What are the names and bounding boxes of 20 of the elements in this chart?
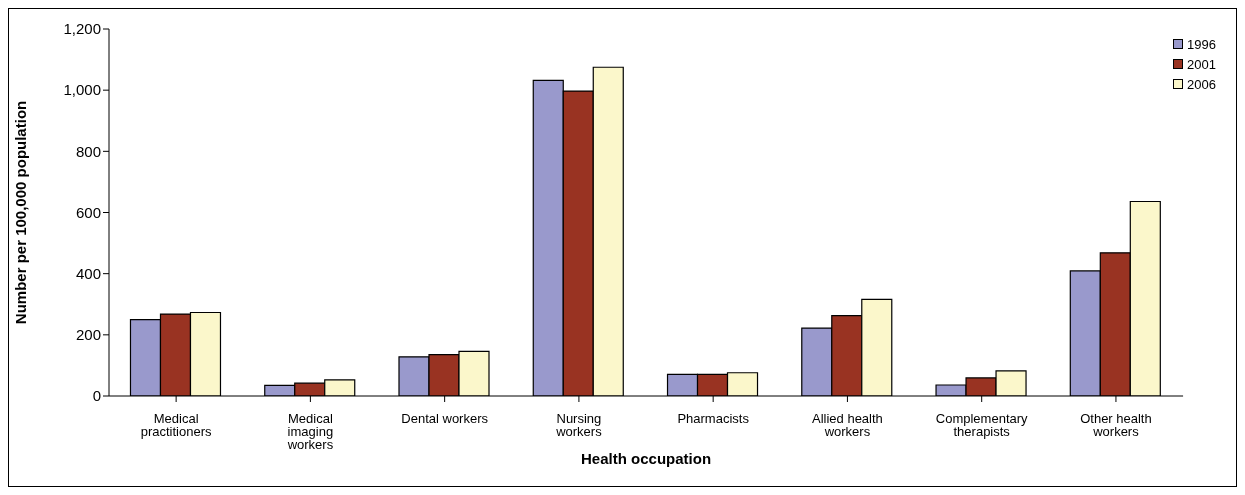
x-axis-title: Health occupation xyxy=(581,450,712,467)
x-tick-label: Medical practitioners xyxy=(140,411,213,440)
legend-label: 2006 xyxy=(1187,76,1216,92)
y-tick-label: 800 xyxy=(75,142,101,160)
legend-label: 2001 xyxy=(1187,56,1216,72)
y-tick-label: 1,000 xyxy=(63,81,101,99)
y-tick-label: 200 xyxy=(75,326,101,344)
legend-label: 1996 xyxy=(1187,36,1216,52)
y-tick-label: 0 xyxy=(92,387,101,405)
y-tick-label: 1,200 xyxy=(63,20,101,38)
x-tick-label: Dental workers xyxy=(401,411,489,427)
x-tick-label: Allied health workers xyxy=(812,411,883,440)
x-tick-label: Nursing workers xyxy=(555,411,603,440)
x-tick-label: Pharmacists xyxy=(677,411,750,427)
x-tick-label: Other health workers xyxy=(1080,411,1152,440)
y-tick-label: 400 xyxy=(75,264,101,282)
x-tick-label: Complementary therapists xyxy=(935,411,1029,440)
x-tick-label: Medical imaging workers xyxy=(286,411,334,453)
y-tick-label: 600 xyxy=(75,203,101,221)
y-axis-title: Number per 100,000 population xyxy=(12,100,30,325)
